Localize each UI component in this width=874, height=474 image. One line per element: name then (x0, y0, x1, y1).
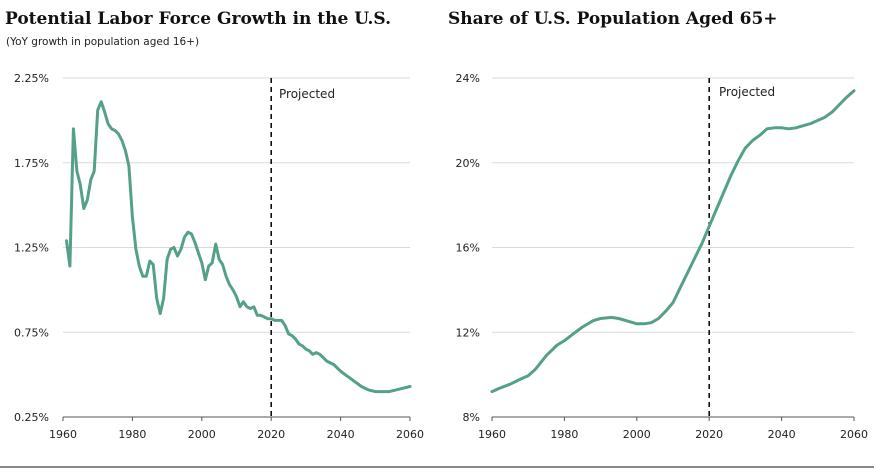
y-tick-label: 12% (456, 326, 480, 339)
x-tick-label: 2020 (695, 428, 723, 441)
projected-label: Projected (279, 87, 335, 101)
x-tick-label: 2000 (623, 428, 651, 441)
population-65-plus-chart: Share of U.S. Population Aged 65+ 8% 12% 1… (448, 9, 868, 441)
projected-label: Projected (719, 85, 775, 99)
y-tick-label: 20% (456, 157, 480, 170)
x-tick-label: 1980 (550, 428, 578, 441)
y-tick-label: 1.25% (14, 242, 49, 255)
x-tick-label: 1960 (478, 428, 506, 441)
chart-subtitle: (YoY growth in population aged 16+) (6, 36, 199, 48)
x-tick-label: 2040 (327, 428, 355, 441)
chart-title: Potential Labor Force Growth in the U.S. (5, 9, 391, 29)
y-tick-label: 1.75% (14, 157, 49, 170)
x-tick-label: 2000 (188, 428, 216, 441)
y-tick-label: 0.75% (14, 326, 49, 339)
x-tick-label: 1960 (49, 428, 77, 441)
labor-force-growth-line (65, 100, 412, 394)
x-tick-label: 2020 (257, 428, 285, 441)
population-65-plus-line (490, 89, 856, 394)
labor-force-growth-chart: Potential Labor Force Growth in the U.S.… (5, 9, 424, 441)
y-tick-label: 16% (456, 242, 480, 255)
chart-title: Share of U.S. Population Aged 65+ (448, 9, 778, 29)
y-tick-label: 8% (463, 411, 480, 424)
x-tick-label: 2060 (840, 428, 868, 441)
x-tick-label: 2040 (768, 428, 796, 441)
y-tick-label: 2.25% (14, 72, 49, 85)
x-tick-label: 2060 (396, 428, 424, 441)
y-tick-label: 0.25% (14, 411, 49, 424)
x-tick-label: 1980 (118, 428, 146, 441)
y-tick-label: 24% (456, 72, 480, 85)
